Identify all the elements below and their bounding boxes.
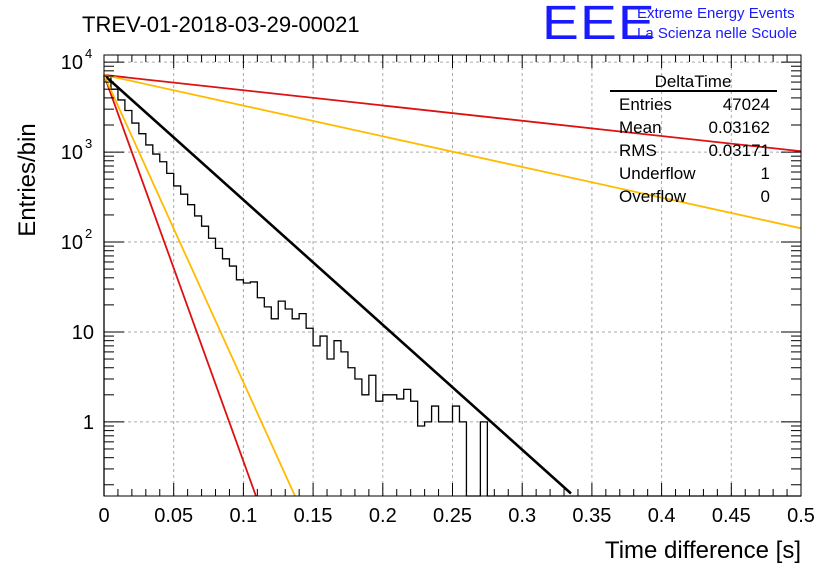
y-tick-exponent: 3 bbox=[85, 136, 92, 151]
fit-line bbox=[103, 74, 257, 497]
x-tick-label: 0 bbox=[98, 505, 109, 527]
y-tick-exponent: 2 bbox=[85, 226, 92, 241]
fit-lines bbox=[103, 73, 802, 497]
x-tick-label: 0.15 bbox=[294, 505, 333, 527]
x-tick-label: 0.5 bbox=[787, 505, 815, 527]
stats-value: 1 bbox=[761, 164, 770, 183]
eee-logo: EEE Extreme Energy Events La Scienza nel… bbox=[542, 0, 832, 50]
y-tick-label: 10 bbox=[72, 322, 94, 344]
chart-title: TREV-01-2018-03-29-00021 bbox=[82, 12, 360, 37]
stats-value: 0.03171 bbox=[709, 141, 770, 160]
y-tick-label: 10 bbox=[61, 142, 83, 164]
y-tick-label: 10 bbox=[61, 232, 83, 254]
stats-label: Mean bbox=[619, 118, 662, 137]
x-tick-label: 0.05 bbox=[154, 505, 193, 527]
y-tick-label: 1 bbox=[83, 412, 94, 434]
x-tick-label: 0.3 bbox=[508, 505, 536, 527]
fit-line bbox=[103, 74, 802, 230]
y-tick-label: 10 bbox=[61, 52, 83, 74]
x-axis: 0 0.05 0.1 0.15 0.2 0.25 0.3 0.35 0.4 0.45 0.5 bbox=[98, 55, 815, 527]
x-tick-label: 0.4 bbox=[648, 505, 676, 527]
x-tick-label: 0.35 bbox=[572, 505, 611, 527]
eee-logo-mark: EEE bbox=[542, 0, 656, 50]
y-tick-exponent: 4 bbox=[85, 46, 92, 61]
fit-line bbox=[103, 74, 802, 153]
stats-value: 0 bbox=[761, 187, 770, 206]
stats-label: RMS bbox=[619, 141, 657, 160]
x-tick-label: 0.45 bbox=[712, 505, 751, 527]
stats-box: DeltaTime Entries 47024 Mean 0.03162 RMS 0.03… bbox=[610, 72, 777, 206]
stats-label: Entries bbox=[619, 95, 672, 114]
stats-label: Underflow bbox=[619, 164, 696, 183]
fit-line bbox=[103, 73, 572, 495]
eee-logo-line1: Extreme Energy Events bbox=[637, 5, 795, 22]
eee-logo-line2: La Scienza nelle Scuole bbox=[637, 25, 798, 42]
x-tick-label: 0.25 bbox=[433, 505, 472, 527]
stats-box-title: DeltaTime bbox=[655, 72, 732, 91]
x-tick-label: 0.1 bbox=[229, 505, 257, 527]
stats-label: Overflow bbox=[619, 187, 687, 206]
x-axis-label: Time difference [s] bbox=[605, 537, 801, 564]
grid bbox=[104, 55, 801, 496]
fit-line bbox=[103, 74, 296, 497]
stats-value: 47024 bbox=[723, 95, 770, 114]
y-axis-label: Entries/bin bbox=[14, 123, 41, 236]
x-tick-label: 0.2 bbox=[369, 505, 397, 527]
stats-value: 0.03162 bbox=[709, 118, 770, 137]
